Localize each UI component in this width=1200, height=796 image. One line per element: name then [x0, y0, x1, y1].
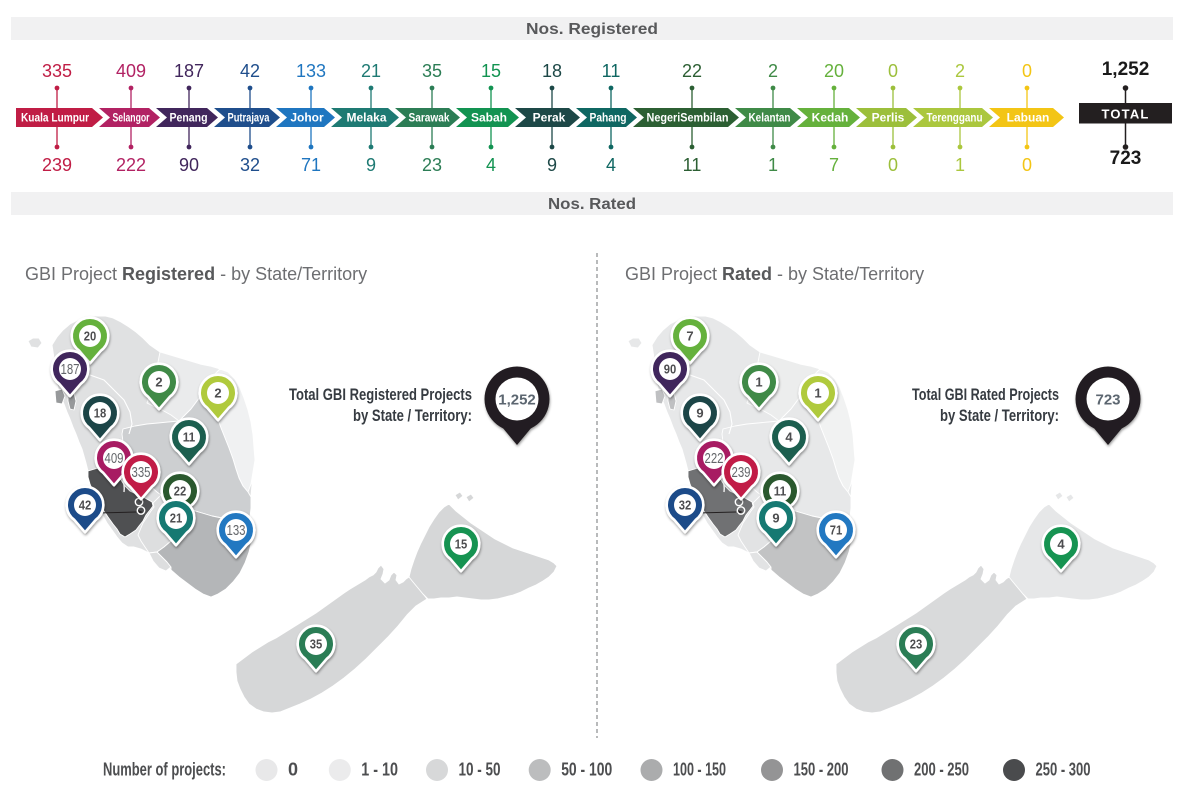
svg-text:Number of projects:: Number of projects:: [103, 760, 226, 780]
svg-text:71: 71: [301, 155, 321, 175]
svg-text:0: 0: [1022, 155, 1032, 175]
svg-text:9: 9: [772, 511, 779, 526]
svg-text:Labuan: Labuan: [1007, 111, 1050, 125]
svg-text:335: 335: [132, 465, 151, 481]
svg-text:Nos. Rated: Nos. Rated: [548, 196, 636, 213]
svg-text:23: 23: [910, 637, 923, 652]
svg-text:42: 42: [79, 498, 92, 513]
svg-text:335: 335: [42, 61, 72, 81]
svg-text:32: 32: [240, 155, 260, 175]
svg-text:222: 222: [705, 451, 724, 467]
svg-text:21: 21: [361, 61, 381, 81]
svg-text:1: 1: [955, 155, 965, 175]
svg-text:22: 22: [682, 61, 702, 81]
svg-text:18: 18: [94, 406, 107, 421]
svg-text:20: 20: [824, 61, 844, 81]
svg-text:1: 1: [768, 155, 778, 175]
svg-text:20: 20: [84, 329, 97, 344]
svg-text:Johor: Johor: [290, 111, 324, 125]
svg-text:18: 18: [542, 61, 562, 81]
svg-text:4: 4: [486, 155, 496, 175]
svg-text:50 - 100: 50 - 100: [561, 760, 612, 780]
svg-text:409: 409: [116, 61, 146, 81]
svg-text:0: 0: [288, 760, 298, 780]
svg-text:9: 9: [696, 406, 703, 421]
svg-text:TOTAL: TOTAL: [1101, 106, 1149, 121]
svg-text:Sarawak: Sarawak: [409, 111, 450, 125]
svg-text:2: 2: [155, 375, 162, 390]
svg-text:1,252: 1,252: [498, 391, 536, 408]
svg-text:187: 187: [174, 61, 204, 81]
svg-text:Putrajaya: Putrajaya: [228, 111, 270, 125]
svg-text:Kedah: Kedah: [812, 111, 849, 125]
svg-text:187: 187: [61, 362, 80, 378]
svg-text:250 - 300: 250 - 300: [1036, 760, 1091, 780]
svg-text:Perak: Perak: [533, 111, 566, 125]
svg-text:11: 11: [683, 155, 702, 175]
svg-text:1,252: 1,252: [1102, 59, 1150, 80]
svg-text:21: 21: [170, 511, 183, 526]
svg-text:90: 90: [664, 362, 677, 377]
svg-text:4: 4: [785, 430, 793, 445]
svg-text:71: 71: [830, 523, 843, 538]
svg-text:Pahang: Pahang: [590, 111, 627, 125]
svg-text:200 - 250: 200 - 250: [914, 760, 969, 780]
svg-text:Melaka: Melaka: [346, 111, 386, 125]
svg-text:0: 0: [888, 155, 898, 175]
svg-text:by State / Territory:: by State / Territory:: [940, 406, 1059, 425]
svg-text:4: 4: [1057, 537, 1065, 552]
svg-text:11: 11: [183, 430, 196, 445]
svg-text:Perlis: Perlis: [872, 111, 905, 125]
svg-text:Kelantan: Kelantan: [749, 111, 791, 125]
svg-text:Sabah: Sabah: [471, 111, 507, 125]
svg-text:2: 2: [768, 61, 778, 81]
svg-text:150 - 200: 150 - 200: [794, 760, 849, 780]
svg-text:Total GBI Rated Projects: Total GBI Rated Projects: [912, 385, 1059, 404]
svg-text:Terengganu: Terengganu: [927, 111, 983, 125]
svg-text:NegeriSembilan: NegeriSembilan: [647, 111, 729, 125]
svg-text:239: 239: [42, 155, 72, 175]
svg-text:32: 32: [679, 498, 692, 513]
svg-text:22: 22: [174, 484, 187, 499]
svg-text:723: 723: [1110, 148, 1142, 169]
svg-text:42: 42: [240, 61, 260, 81]
svg-text:1: 1: [814, 386, 821, 401]
svg-text:GBI Project Rated - by State/T: GBI Project Rated - by State/Territory: [625, 264, 924, 284]
svg-text:9: 9: [366, 155, 376, 175]
svg-text:4: 4: [606, 155, 616, 175]
svg-text:0: 0: [888, 61, 898, 81]
svg-text:GBI Project Registered - by St: GBI Project Registered - by State/Territ…: [25, 264, 367, 284]
svg-text:Penang: Penang: [170, 111, 208, 125]
svg-text:Kuala Lumpur: Kuala Lumpur: [21, 111, 89, 125]
svg-text:239: 239: [732, 465, 751, 481]
svg-text:723: 723: [1095, 391, 1120, 408]
svg-text:Selangor: Selangor: [113, 111, 150, 125]
svg-text:11: 11: [602, 61, 621, 81]
svg-text:by State / Territory:: by State / Territory:: [353, 406, 472, 425]
svg-text:35: 35: [310, 637, 323, 652]
svg-text:1: 1: [755, 375, 762, 390]
svg-text:2: 2: [955, 61, 965, 81]
svg-text:90: 90: [179, 155, 199, 175]
svg-text:35: 35: [422, 61, 442, 81]
svg-text:222: 222: [116, 155, 146, 175]
svg-text:0: 0: [1022, 61, 1032, 81]
svg-text:15: 15: [455, 537, 468, 552]
svg-text:10 - 50: 10 - 50: [459, 760, 501, 780]
svg-text:409: 409: [105, 451, 124, 467]
svg-text:Nos. Registered: Nos. Registered: [526, 21, 658, 38]
svg-text:2: 2: [214, 386, 221, 401]
svg-text:7: 7: [829, 155, 839, 175]
svg-text:23: 23: [422, 155, 442, 175]
svg-text:15: 15: [481, 61, 501, 81]
svg-text:133: 133: [227, 523, 246, 539]
svg-text:100 - 150: 100 - 150: [673, 760, 726, 780]
svg-text:133: 133: [296, 61, 326, 81]
svg-text:7: 7: [686, 329, 693, 344]
svg-text:1 - 10: 1 - 10: [361, 760, 398, 780]
svg-text:Total GBI Registered Projects: Total GBI Registered Projects: [289, 385, 472, 404]
svg-text:9: 9: [547, 155, 557, 175]
svg-text:11: 11: [774, 484, 787, 499]
